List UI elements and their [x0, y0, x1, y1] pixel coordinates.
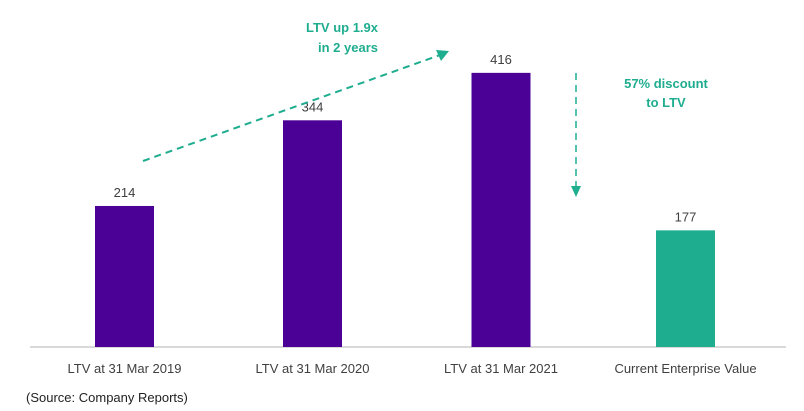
discount-annotation-line2: to LTV — [646, 95, 686, 110]
growth-annotation-line1: LTV up 1.9x — [306, 20, 379, 35]
data-label: 344 — [302, 99, 324, 114]
data-label: 416 — [490, 52, 512, 67]
category-label: LTV at 31 Mar 2021 — [444, 361, 558, 376]
bar — [283, 120, 342, 347]
growth-annotation-line2: in 2 years — [318, 40, 378, 55]
category-label: LTV at 31 Mar 2019 — [68, 361, 182, 376]
discount-arrowhead — [571, 186, 581, 197]
bar — [471, 72, 531, 347]
source-note: (Source: Company Reports) — [26, 390, 188, 405]
growth-arrow — [142, 54, 441, 162]
data-label: 177 — [675, 209, 697, 224]
bar — [95, 205, 154, 347]
discount-annotation-line1: 57% discount — [624, 76, 708, 91]
growth-arrowhead — [436, 50, 449, 61]
bar — [656, 230, 715, 347]
category-label: LTV at 31 Mar 2020 — [256, 361, 370, 376]
category-label: Current Enterprise Value — [614, 361, 756, 376]
data-label: 214 — [114, 185, 136, 200]
